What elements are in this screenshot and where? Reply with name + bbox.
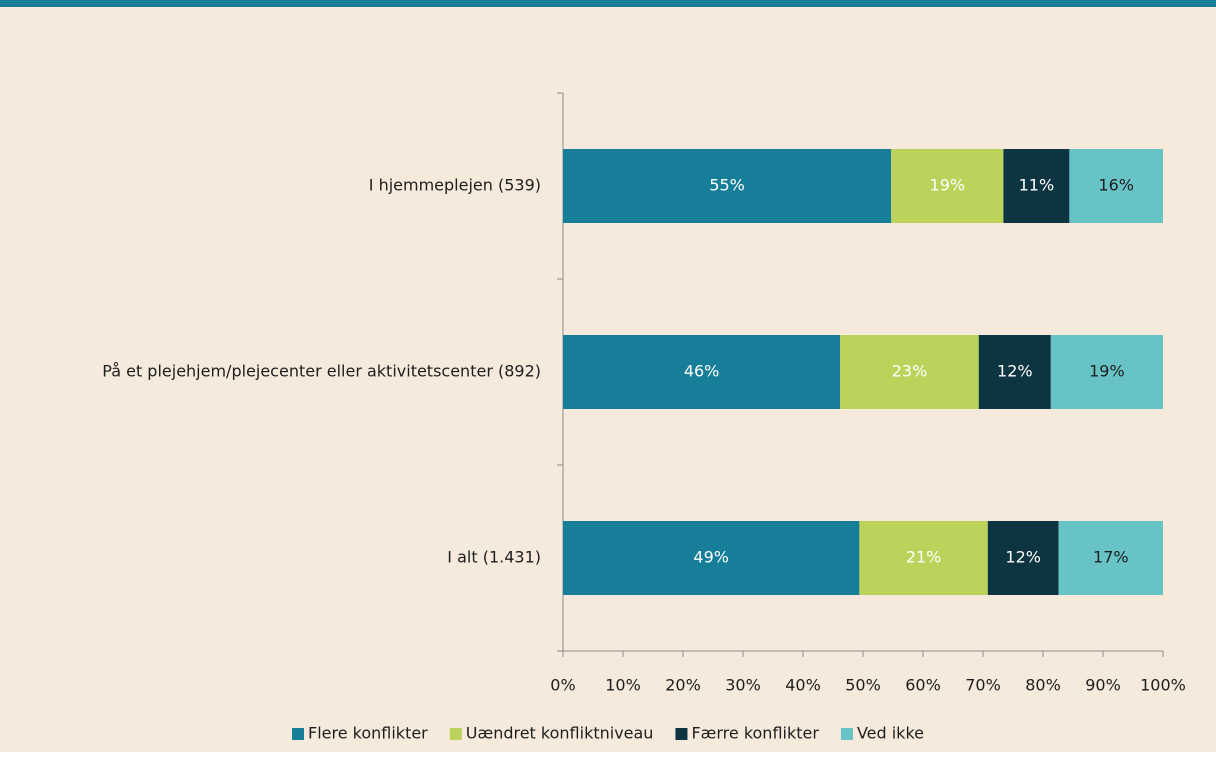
bar-segment (1058, 521, 1163, 595)
legend-swatch (840, 728, 853, 740)
bar-segment (840, 335, 979, 409)
value-label: 12% (997, 362, 1033, 381)
legend-swatch (675, 728, 688, 740)
legend-swatch (449, 728, 462, 740)
x-tick-label: 10% (605, 676, 641, 695)
bar-segment (1069, 149, 1163, 223)
x-tick-label: 30% (725, 676, 761, 695)
x-tick-label: 20% (665, 676, 701, 695)
bar-segment (1003, 149, 1070, 223)
x-tick-label: 100% (1140, 676, 1186, 695)
x-tick-label: 80% (1025, 676, 1061, 695)
x-tick-label: 60% (905, 676, 941, 695)
value-label: 11% (1019, 176, 1055, 195)
legend-label: Uændret konfliktniveau (466, 724, 654, 743)
value-label: 19% (1089, 362, 1125, 381)
value-label: 46% (684, 362, 720, 381)
x-tick-label: 70% (965, 676, 1001, 695)
value-label: 49% (693, 548, 729, 567)
legend-label: Ved ikke (857, 724, 924, 743)
value-label: 16% (1098, 176, 1134, 195)
x-tick-label: 90% (1085, 676, 1121, 695)
value-label: 17% (1093, 548, 1129, 567)
legend-swatch (292, 728, 305, 740)
bar-segment (563, 149, 892, 223)
bar-segment (859, 521, 988, 595)
bar-segment (987, 521, 1059, 595)
x-tick-label: 50% (845, 676, 881, 695)
legend-label: Færre konflikter (691, 724, 819, 743)
x-tick-label: 40% (785, 676, 821, 695)
bar-segment (978, 335, 1051, 409)
top-band (0, 0, 1216, 7)
bar-segment (891, 149, 1004, 223)
category-label: På et plejehjem/plejecenter eller aktivi… (102, 362, 541, 381)
value-label: 12% (1005, 548, 1041, 567)
value-label: 19% (930, 176, 966, 195)
legend-label: Flere konflikter (308, 724, 428, 743)
x-tick-label: 0% (550, 676, 575, 695)
value-label: 23% (892, 362, 928, 381)
category-label: I alt (1.431) (447, 548, 541, 567)
bar-segment (1050, 335, 1163, 409)
bar-segment (563, 521, 860, 595)
bar-segment (563, 335, 841, 409)
value-label: 55% (709, 176, 745, 195)
value-label: 21% (906, 548, 942, 567)
category-label: I hjemmeplejen (539) (369, 176, 541, 195)
